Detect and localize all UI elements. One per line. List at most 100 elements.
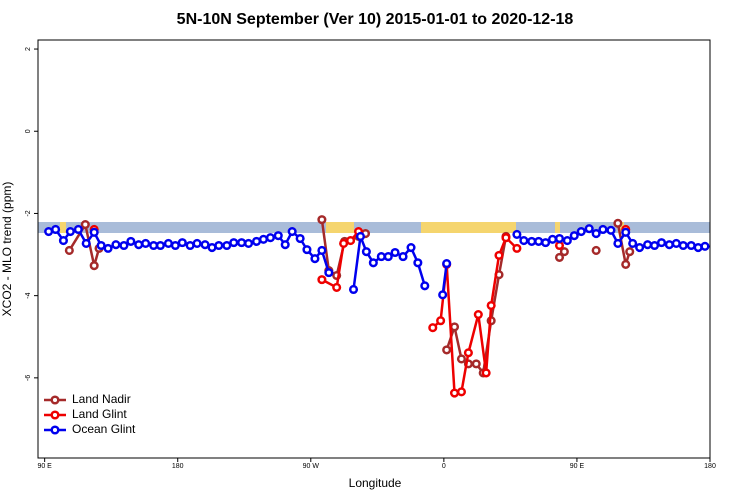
surface-band	[38, 222, 710, 233]
series-point	[81, 238, 91, 249]
series-point	[606, 225, 616, 235]
series-point	[111, 240, 121, 250]
series-point	[449, 388, 460, 398]
series-point	[58, 236, 68, 246]
series-point	[355, 231, 366, 242]
series-point	[222, 240, 232, 251]
series-point	[442, 259, 452, 269]
x-tick-label: 90 W	[303, 463, 320, 470]
legend-marker	[50, 425, 60, 435]
series-point	[339, 238, 349, 249]
y-axis-label: XCO2 - MLO trend (ppm)	[0, 182, 14, 317]
series-point	[348, 284, 359, 295]
series-point	[591, 229, 601, 239]
series-point	[486, 300, 496, 311]
series-point	[436, 316, 446, 326]
land-patch	[60, 222, 66, 233]
x-tick-label: 90 E	[570, 463, 585, 470]
series-point	[287, 226, 297, 237]
series-point	[192, 238, 202, 249]
series-point	[449, 322, 460, 332]
series-point	[628, 238, 638, 249]
series-point	[44, 226, 54, 237]
series-point	[635, 243, 645, 253]
series-point	[664, 240, 674, 250]
series-point	[310, 254, 320, 264]
y-tick-label: 2	[25, 47, 32, 51]
series-point	[621, 259, 631, 269]
series-point	[51, 224, 61, 235]
series-point	[383, 252, 393, 262]
series-point	[554, 240, 565, 251]
land-patch	[421, 222, 516, 233]
x-tick-label: 180	[172, 463, 184, 470]
x-tick-label: 90 E	[37, 463, 52, 470]
x-tick-label: 0	[442, 463, 446, 470]
land-patch	[555, 222, 560, 233]
series-point	[591, 245, 601, 255]
series-point	[103, 243, 113, 253]
series-point	[185, 240, 195, 251]
series-point	[126, 236, 136, 246]
series-point	[243, 238, 254, 249]
series-point	[89, 261, 99, 271]
series-point	[346, 236, 356, 246]
series-point	[89, 227, 99, 237]
series-point	[265, 233, 275, 243]
series-point	[376, 252, 386, 262]
series-point	[141, 238, 151, 249]
y-tick-label: -4	[25, 292, 32, 298]
ocean-band	[38, 222, 710, 233]
series-point	[613, 218, 623, 228]
series-point	[317, 215, 327, 225]
series-point	[258, 234, 269, 244]
series-point	[562, 236, 572, 246]
series-point	[413, 258, 423, 268]
series-point	[368, 258, 378, 268]
series-point	[650, 240, 660, 251]
chart-title: 5N-10N September (Ver 10) 2015-01-01 to …	[177, 11, 574, 28]
series-point	[295, 233, 305, 244]
y-tick-label: -6	[25, 375, 32, 381]
series-point	[420, 281, 430, 291]
series-point	[280, 240, 290, 250]
series-point	[73, 224, 83, 235]
series-point	[693, 243, 703, 253]
series-point	[406, 243, 416, 253]
series-point	[541, 238, 551, 248]
series-point	[442, 345, 452, 355]
series-point	[200, 240, 210, 250]
series-point	[229, 238, 239, 248]
series-point	[547, 234, 558, 244]
land-patch	[326, 222, 354, 233]
series-point	[534, 236, 544, 246]
series-point	[686, 240, 696, 251]
series-point	[317, 275, 327, 285]
series-point	[361, 247, 371, 257]
series-point	[671, 238, 681, 249]
series-point	[463, 348, 473, 358]
series-point	[170, 240, 180, 251]
series-point	[163, 238, 173, 249]
series-point	[332, 282, 342, 292]
series-point	[471, 359, 481, 369]
land-patch	[618, 222, 624, 233]
plot-frame	[37, 39, 711, 459]
series-point	[519, 236, 529, 246]
series-point	[80, 219, 90, 230]
series-point	[598, 224, 608, 235]
series-point	[302, 245, 312, 255]
series-point	[576, 226, 586, 237]
legend-label: Land Nadir	[72, 392, 131, 406]
series-point	[251, 236, 262, 246]
series-point	[554, 252, 565, 262]
series-point	[456, 354, 467, 364]
series-point	[237, 238, 247, 248]
series-point	[390, 247, 400, 258]
legend-marker	[50, 395, 60, 405]
series-point	[177, 238, 187, 248]
series-point	[621, 227, 631, 237]
series-point	[554, 233, 565, 244]
series-point	[700, 241, 710, 251]
